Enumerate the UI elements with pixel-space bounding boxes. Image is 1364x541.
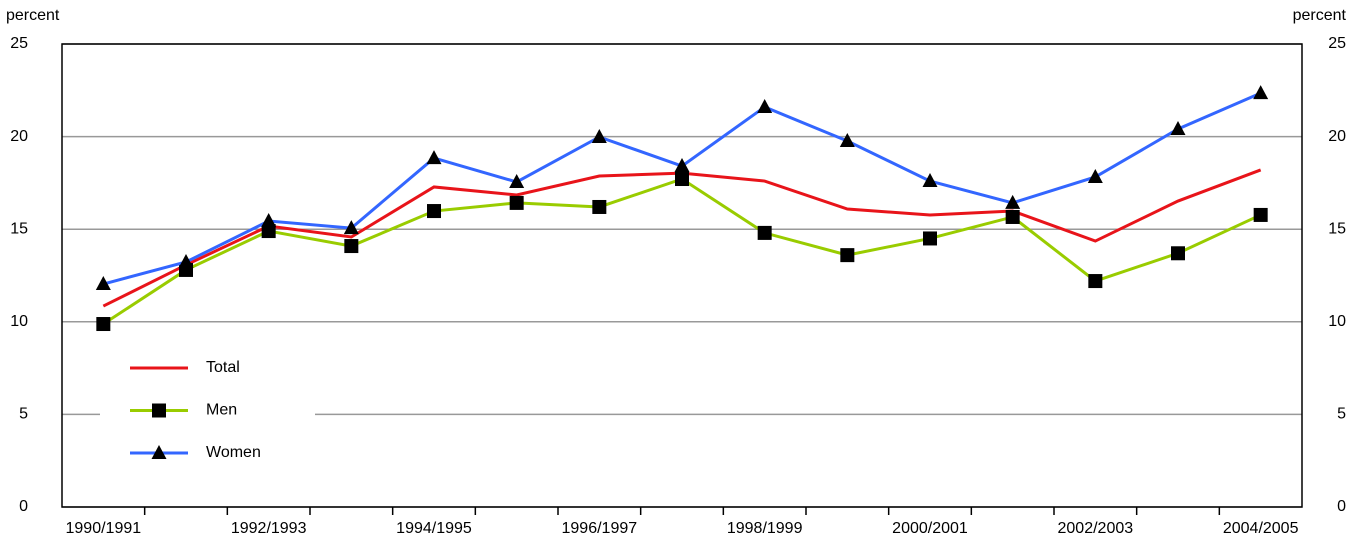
x-tick-label: 2004/2005: [1223, 520, 1299, 537]
marker: [261, 224, 276, 239]
marker: [1253, 85, 1269, 100]
marker: [509, 173, 525, 188]
y-tick-label: 20: [10, 128, 28, 145]
y-tick-label: 10: [10, 313, 28, 330]
marker: [839, 133, 855, 148]
marker: [757, 225, 772, 240]
marker: [674, 158, 690, 173]
marker: [1005, 194, 1021, 209]
y2-tick-label: 10: [1328, 313, 1346, 330]
marker: [675, 172, 689, 187]
marker: [426, 150, 442, 165]
legend-label: Men: [206, 402, 237, 419]
marker: [1087, 168, 1103, 183]
y2-tick-label: 15: [1328, 220, 1346, 237]
x-tick-label: 1992/1993: [231, 520, 307, 537]
y-tick-label: 15: [10, 220, 28, 237]
series-line: [102, 168, 1262, 308]
marker: [1088, 274, 1103, 289]
series-line: [102, 177, 1262, 326]
marker: [152, 403, 166, 418]
y2-axis-label: percent: [1293, 7, 1347, 24]
y-axis-label: percent: [6, 7, 60, 24]
marker: [840, 248, 855, 263]
x-tick-label: 2002/2003: [1058, 520, 1134, 537]
marker: [151, 445, 167, 459]
y-tick-label: 0: [19, 498, 28, 515]
marker: [261, 213, 277, 228]
marker: [1170, 121, 1186, 136]
marker: [923, 231, 937, 246]
marker: [95, 276, 111, 291]
x-tick-label: 1998/1999: [727, 520, 803, 537]
marker: [757, 98, 773, 113]
y-tick-label: 25: [10, 35, 28, 52]
y2-tick-label: 20: [1328, 128, 1346, 145]
y2-tick-label: 5: [1337, 406, 1346, 423]
x-tick-label: 1990/1991: [66, 520, 142, 537]
marker: [1171, 246, 1185, 261]
marker: [1253, 207, 1268, 222]
plot-frame: [61, 43, 1303, 508]
legend-label: Women: [206, 444, 261, 461]
marker: [591, 128, 607, 143]
legend-label: Total: [206, 359, 240, 376]
marker: [592, 199, 607, 214]
marker: [1005, 209, 1020, 224]
marker: [96, 317, 111, 332]
x-tick-label: 1994/1995: [396, 520, 472, 537]
marker: [427, 204, 441, 219]
y-tick-label: 5: [19, 406, 28, 423]
y2-tick-label: 25: [1328, 35, 1346, 52]
marker: [344, 239, 359, 254]
x-tick-label: 1996/1997: [562, 520, 638, 537]
marker: [178, 253, 194, 268]
series-line: [102, 91, 1262, 286]
marker: [509, 195, 524, 210]
marker: [343, 220, 359, 235]
marker: [922, 173, 938, 188]
x-tick-label: 2000/2001: [892, 520, 968, 537]
y2-tick-label: 0: [1337, 498, 1346, 515]
